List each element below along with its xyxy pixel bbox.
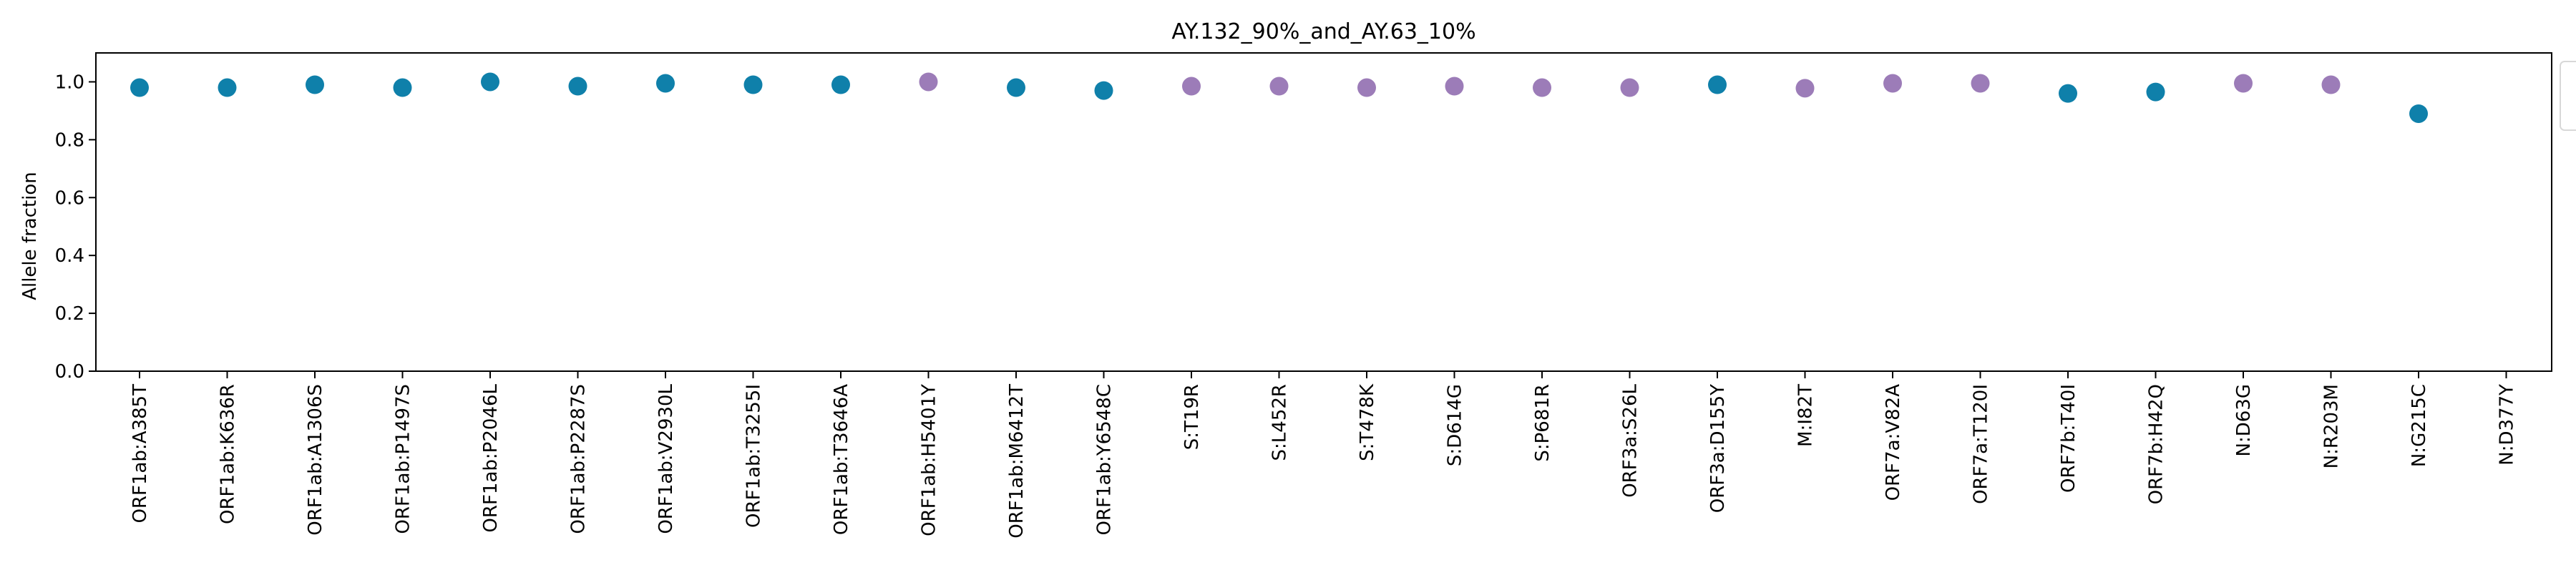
y-tick-label: 1.0 [55,72,84,93]
data-point [1795,79,1815,98]
x-tick-label: N:R203M [2321,384,2343,468]
data-point [1971,74,1990,93]
data-point [2234,74,2253,93]
data-point [306,75,324,94]
data-point [1883,74,1902,93]
y-tick-label: 0.8 [55,129,84,151]
x-tick-label: N:D63G [2233,384,2255,456]
x-tick-label: ORF7a:V82A [1883,384,1904,501]
x-tick-label: ORF1ab:P1497S [393,384,414,534]
y-tick-label: 0.4 [55,245,84,267]
x-tick-label: ORF1ab:M6412T [1006,384,1028,539]
data-point [2059,84,2077,103]
data-point [831,75,850,94]
x-tick-label: ORF7b:T40I [2058,384,2079,493]
x-tick-label: S:L452R [1269,384,1291,461]
data-point [218,78,237,97]
x-tick-label: ORF1ab:P2287S [568,384,590,534]
data-point [393,78,412,97]
x-axis: ORF1ab:A385T ORF1ab:K636R ORF1ab:A1306S ORF… [130,371,2518,539]
data-point [2321,75,2341,94]
data-point [2409,104,2428,123]
legend-box [2560,61,2576,131]
x-tick-label: ORF1ab:K636R [218,384,239,524]
data-point [1182,77,1201,96]
y-axis: 0.0 0.2 0.4 0.6 0.8 1.0 [55,72,96,383]
x-tick-label: S:D614G [1445,384,1466,466]
data-point [1357,78,1376,97]
y-tick-label: 0.2 [55,303,84,325]
x-tick-label: ORF1ab:H5401Y [919,384,940,536]
x-tick-label: S:T478K [1357,383,1378,461]
x-tick-label: ORF1ab:Y6548C [1094,384,1116,535]
x-tick-label: N:D377Y [2497,384,2518,466]
data-point [1533,78,1551,97]
data-point [2146,82,2165,102]
data-points [130,72,2428,123]
data-point [568,77,587,96]
x-tick-label: S:T19R [1181,384,1203,450]
y-tick-label: 0.0 [55,361,84,383]
data-point [743,75,763,94]
x-tick-label: ORF1ab:A385T [130,384,151,524]
data-point [1708,75,1727,94]
data-point [1094,81,1113,100]
x-tick-label: ORF1ab:T3646A [831,384,852,535]
x-tick-label: ORF3a:S26L [1620,383,1641,497]
x-tick-label: N:G215C [2409,384,2430,467]
x-tick-label: ORF7a:T120I [1971,384,1992,504]
plot-area-frame [95,52,2552,372]
data-point [656,74,675,93]
data-point [1007,78,1025,97]
x-tick-label: ORF3a:D155Y [1707,384,1729,513]
x-tick-label: ORF1ab:P2046L [480,383,502,532]
data-point [1445,77,1464,96]
chart-title: AY.132_90%_and_AY.63_10% [1171,19,1475,44]
y-axis-label: Allele fraction [19,172,41,300]
x-tick-label: ORF1ab:A1306S [305,384,326,536]
data-point [1269,77,1289,96]
x-tick-label: ORF7b:H42Q [2146,384,2167,504]
data-point [919,72,938,92]
data-point [1620,78,1639,97]
x-tick-label: ORF1ab:V2930L [655,383,677,534]
x-tick-label: ORF1ab:T3255I [743,384,765,528]
data-point [130,78,149,97]
data-point [481,72,499,92]
y-tick-label: 0.6 [55,187,84,209]
x-tick-label: M:I82T [1795,384,1817,447]
x-tick-label: S:P681R [1532,384,1553,462]
